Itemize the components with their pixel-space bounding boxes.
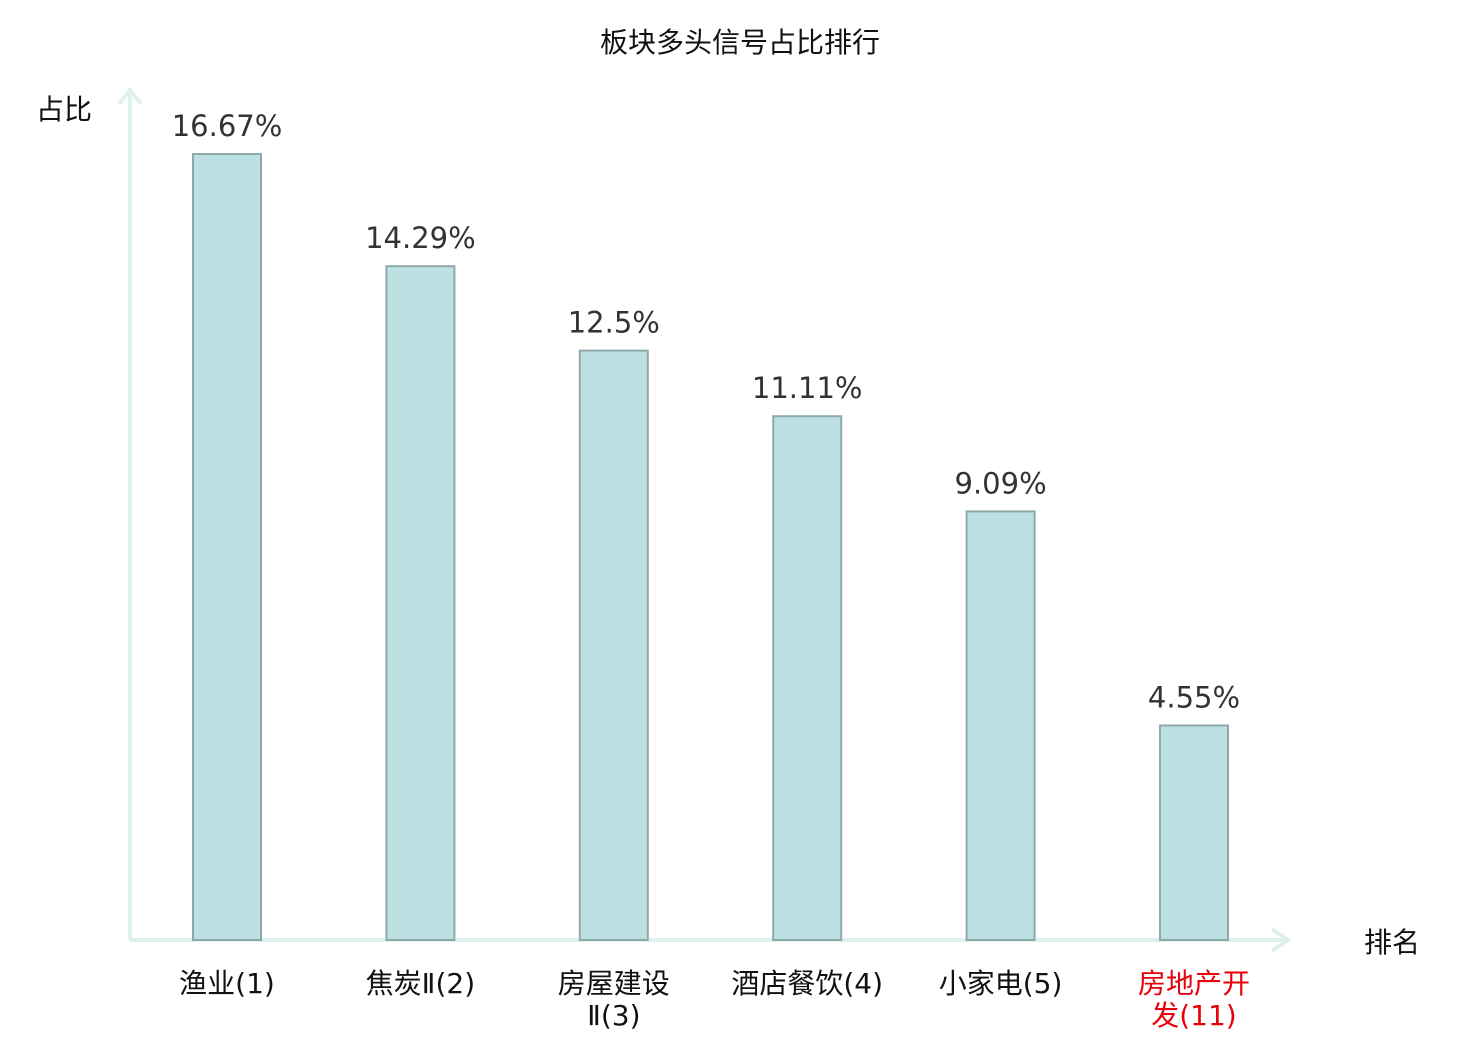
value-labels: 16.67% 14.29% 12.5% 11.11% 9.09% 4.55% xyxy=(172,109,1240,715)
y-axis-label: 占比 xyxy=(36,93,92,126)
category-label-line: 房屋建设 xyxy=(558,967,670,1000)
category-label-line: 酒店餐饮(4) xyxy=(731,967,883,1000)
value-label-2: 14.29% xyxy=(365,221,476,255)
category-label-5: 小家电(5) xyxy=(939,967,1063,1000)
category-label-line: 渔业(1) xyxy=(179,967,275,1000)
chart-title: 板块多头信号占比排行 xyxy=(600,26,880,59)
bar-6 xyxy=(1159,724,1229,941)
value-label-4: 11.11% xyxy=(752,371,863,405)
x-axis-label: 排名 xyxy=(1364,926,1420,959)
category-label-1: 渔业(1) xyxy=(179,967,275,1000)
category-label-6: 房地产开发(11) xyxy=(1138,967,1250,1032)
bar-5 xyxy=(965,510,1036,941)
category-label-line: 小家电(5) xyxy=(939,967,1063,1000)
bars xyxy=(192,153,1229,942)
category-label-line: 房地产开 xyxy=(1138,967,1250,1000)
category-labels: 渔业(1) 焦炭Ⅱ(2) 房屋建设 Ⅱ(3) 酒店餐饮(4) 小家电(5) 房地产开发(11… xyxy=(179,967,1250,1032)
category-label-2: 焦炭Ⅱ(2) xyxy=(366,967,475,1000)
bar-4 xyxy=(772,415,843,941)
x-axis-arrow xyxy=(1270,927,1292,953)
category-label-line: 焦炭Ⅱ(2) xyxy=(366,967,475,1000)
value-label-6: 4.55% xyxy=(1148,681,1240,715)
value-label-1: 16.67% xyxy=(172,109,283,143)
bar-2 xyxy=(385,265,456,941)
category-label-3: 房屋建设 Ⅱ(3) xyxy=(558,967,670,1032)
bar-3 xyxy=(578,349,649,942)
category-label-line: Ⅱ(3) xyxy=(587,999,640,1032)
value-label-5: 9.09% xyxy=(955,466,1047,500)
category-label-line: 发(11) xyxy=(1151,999,1236,1032)
y-axis-arrow xyxy=(117,86,143,106)
bar-1 xyxy=(192,153,262,941)
category-label-4: 酒店餐饮(4) xyxy=(731,967,883,1000)
value-label-3: 12.5% xyxy=(568,306,660,340)
